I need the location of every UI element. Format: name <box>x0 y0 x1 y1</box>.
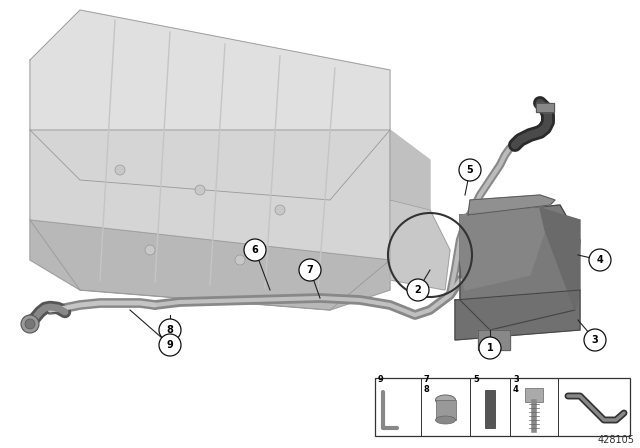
Polygon shape <box>460 205 580 330</box>
Text: 9: 9 <box>378 375 384 384</box>
Text: 9: 9 <box>166 340 173 350</box>
Circle shape <box>235 255 245 265</box>
Text: 3: 3 <box>591 335 598 345</box>
Bar <box>375 378 630 436</box>
Circle shape <box>479 337 501 359</box>
Ellipse shape <box>435 395 456 405</box>
Text: 1: 1 <box>486 343 493 353</box>
Circle shape <box>299 259 321 281</box>
Text: 428105: 428105 <box>598 435 635 445</box>
Text: 8: 8 <box>166 325 173 335</box>
Text: 6: 6 <box>252 245 259 255</box>
Text: 5: 5 <box>473 375 479 384</box>
Text: 2: 2 <box>415 285 421 295</box>
Circle shape <box>145 245 155 255</box>
Ellipse shape <box>435 416 456 424</box>
Polygon shape <box>455 290 580 340</box>
Bar <box>435 400 456 420</box>
Bar <box>485 390 495 428</box>
Polygon shape <box>460 208 545 290</box>
Text: 7: 7 <box>424 375 429 384</box>
Polygon shape <box>478 330 510 350</box>
Circle shape <box>244 239 266 261</box>
Circle shape <box>159 334 181 356</box>
Polygon shape <box>468 195 555 215</box>
Circle shape <box>21 315 39 333</box>
Text: 5: 5 <box>467 165 474 175</box>
Circle shape <box>195 185 205 195</box>
Circle shape <box>589 249 611 271</box>
Circle shape <box>159 319 181 341</box>
Polygon shape <box>390 200 450 290</box>
Circle shape <box>25 319 35 329</box>
Polygon shape <box>30 220 390 310</box>
Polygon shape <box>390 130 430 280</box>
Circle shape <box>584 329 606 351</box>
Text: 7: 7 <box>307 265 314 275</box>
Circle shape <box>407 279 429 301</box>
Polygon shape <box>540 208 580 310</box>
Text: 8: 8 <box>424 385 429 394</box>
Polygon shape <box>30 130 390 310</box>
Circle shape <box>459 159 481 181</box>
Bar <box>525 388 543 402</box>
Text: 4: 4 <box>596 255 604 265</box>
Circle shape <box>115 165 125 175</box>
Polygon shape <box>536 103 554 112</box>
Polygon shape <box>30 10 390 200</box>
Text: 3: 3 <box>513 375 519 384</box>
Text: 4: 4 <box>513 385 519 394</box>
Circle shape <box>275 205 285 215</box>
